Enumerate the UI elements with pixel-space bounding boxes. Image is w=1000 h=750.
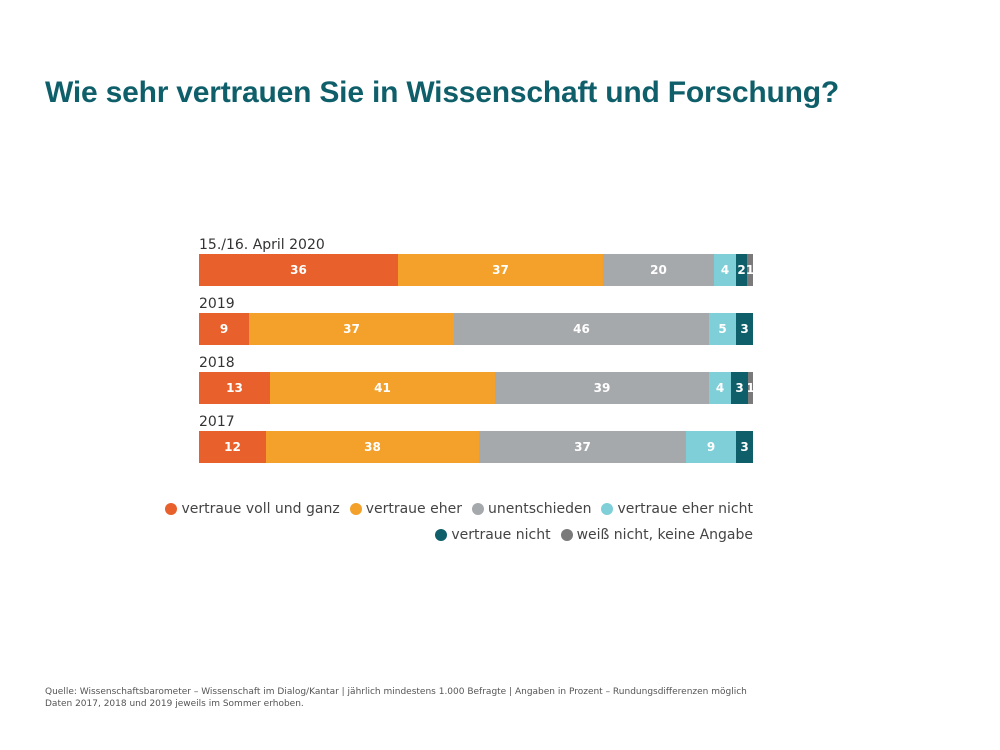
bar-value-label: 1 — [747, 263, 753, 277]
bar-segment: 1 — [748, 372, 753, 404]
bar-value-label: 37 — [343, 322, 360, 336]
bar-value-label: 9 — [706, 440, 716, 454]
bar-segment: 4 — [714, 254, 736, 286]
bar-value-label: 12 — [224, 440, 241, 454]
legend-item: weiß nicht, keine Angabe — [560, 524, 753, 546]
bar-segment: 41 — [270, 372, 495, 404]
bar-value-label: 9 — [219, 322, 229, 336]
chart-title: Wie sehr vertrauen Sie in Wissenschaft u… — [45, 76, 840, 109]
legend-label: vertraue eher — [365, 501, 462, 517]
legend-row-1: vertraue voll und ganz vertraue eher unent… — [165, 498, 753, 520]
category-label: 2018 — [199, 355, 235, 371]
bar-value-label: 41 — [374, 381, 391, 395]
bar-value-label: 4 — [715, 381, 725, 395]
legend-item: unentschieden — [471, 498, 592, 520]
bar-segment: 36 — [199, 254, 398, 286]
footer-note-line: Daten 2017, 2018 und 2019 jeweils im Som… — [45, 699, 304, 709]
category-label: 2019 — [199, 296, 235, 312]
stacked-bar: 36 37 20 4 2 1 — [199, 254, 753, 286]
bar-segment: 3 — [736, 313, 753, 345]
bar-value-label: 46 — [573, 322, 590, 336]
legend-item: vertraue nicht — [435, 524, 551, 546]
bar-segment: 9 — [686, 431, 736, 463]
footer-source-line: Quelle: Wissenschaftsbarometer – Wissens… — [45, 687, 747, 697]
legend-label: vertraue voll und ganz — [181, 501, 340, 517]
stacked-bar: 9 37 46 5 3 — [199, 313, 753, 345]
legend-item: vertraue eher nicht — [601, 498, 753, 520]
category-label: 15./16. April 2020 — [199, 237, 325, 253]
chart-legend: vertraue voll und ganz vertraue eher unent… — [165, 498, 753, 550]
bar-row: 2017 12 38 37 9 3 — [199, 413, 753, 463]
bar-value-label: 13 — [226, 381, 243, 395]
bar-value-label: 20 — [650, 263, 667, 277]
bar-value-label: 2 — [737, 263, 746, 277]
bar-value-label: 3 — [740, 440, 749, 454]
bar-segment: 20 — [603, 254, 714, 286]
bar-segment: 39 — [495, 372, 709, 404]
bar-value-label: 36 — [290, 263, 307, 277]
bar-segment: 13 — [199, 372, 270, 404]
bar-row: 15./16. April 2020 36 37 20 4 2 1 — [199, 236, 753, 286]
bar-segment: 9 — [199, 313, 249, 345]
bar-segment: 3 — [731, 372, 748, 404]
bar-segment: 3 — [736, 431, 753, 463]
bar-segment: 1 — [747, 254, 753, 286]
legend-dot-icon — [349, 503, 362, 515]
legend-dot-icon — [560, 529, 573, 541]
bar-segment: 38 — [266, 431, 479, 463]
bar-segment: 4 — [709, 372, 731, 404]
legend-row-2: vertraue nicht weiß nicht, keine Angabe — [199, 524, 753, 546]
bar-segment: 37 — [398, 254, 603, 286]
bar-value-label: 38 — [364, 440, 381, 454]
stacked-bar: 12 38 37 9 3 — [199, 431, 753, 463]
bar-segment: 5 — [709, 313, 736, 345]
bar-value-label: 5 — [718, 322, 727, 336]
category-label: 2017 — [199, 414, 235, 430]
bar-value-label: 3 — [735, 381, 744, 395]
legend-label: unentschieden — [487, 501, 592, 517]
bar-value-label: 1 — [748, 381, 753, 395]
legend-label: vertraue nicht — [451, 527, 551, 543]
stacked-bar: 13 41 39 4 3 1 — [199, 372, 753, 404]
legend-dot-icon — [435, 529, 448, 541]
bar-row: 2019 9 37 46 5 3 — [199, 295, 753, 345]
legend-item: vertraue voll und ganz — [165, 498, 340, 520]
bar-segment: 37 — [479, 431, 686, 463]
bar-value-label: 37 — [492, 263, 509, 277]
legend-dot-icon — [601, 503, 614, 515]
bar-value-label: 39 — [593, 381, 611, 395]
source-footer: Quelle: Wissenschaftsbarometer – Wissens… — [45, 686, 747, 710]
legend-label: vertraue eher nicht — [617, 501, 753, 517]
bar-segment: 12 — [199, 431, 266, 463]
bar-value-label: 3 — [740, 322, 749, 336]
legend-dot-icon — [471, 503, 484, 515]
legend-item: vertraue eher — [349, 498, 462, 520]
legend-dot-icon — [165, 503, 178, 515]
bar-value-label: 37 — [574, 440, 591, 454]
legend-label: weiß nicht, keine Angabe — [576, 527, 753, 543]
bar-segment: 2 — [736, 254, 747, 286]
bar-segment: 37 — [249, 313, 454, 345]
bar-value-label: 4 — [720, 263, 730, 277]
bar-segment: 46 — [454, 313, 709, 345]
stacked-bar-chart: 15./16. April 2020 36 37 20 4 2 1 2019 9 37 46 5 3 20… — [199, 236, 753, 472]
bar-row: 2018 13 41 39 4 3 1 — [199, 354, 753, 404]
